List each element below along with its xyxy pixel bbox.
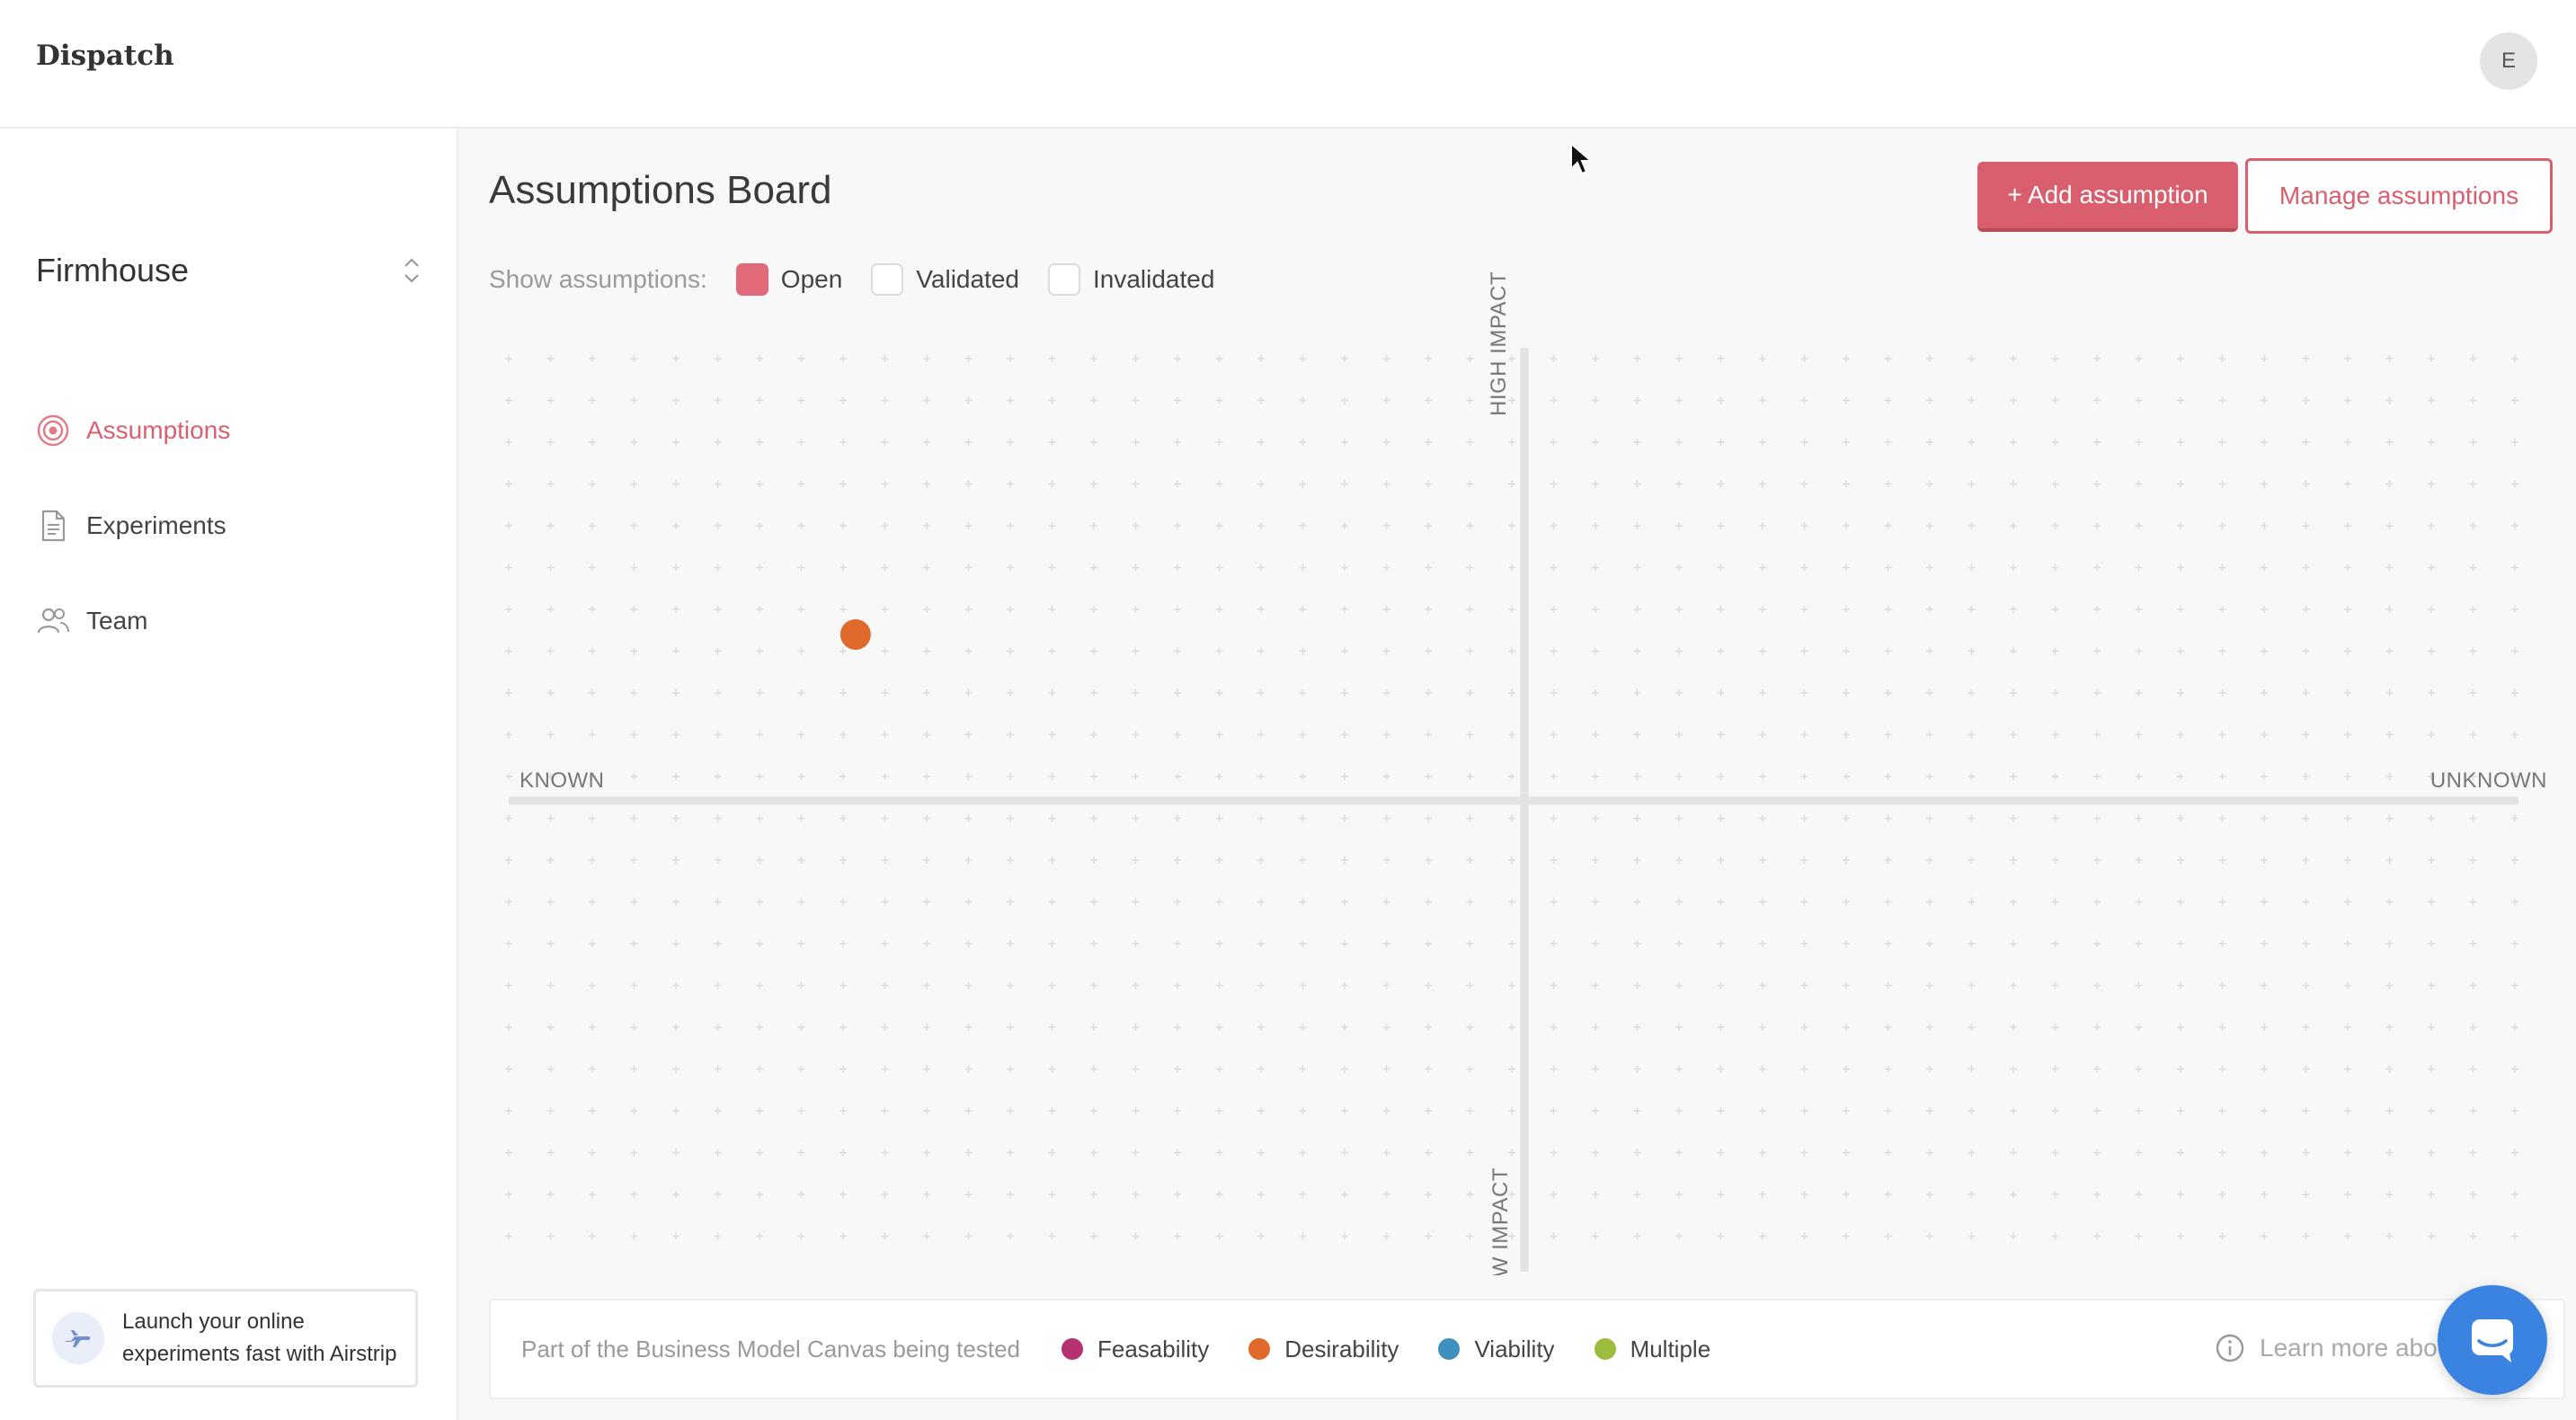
- chevron-updown-icon: [404, 258, 419, 283]
- avatar[interactable]: E: [2480, 32, 2537, 90]
- workspace-name: Firmhouse: [36, 252, 190, 288]
- low-impact-label: LOW IMPACT: [1488, 1167, 1513, 1275]
- sidebar-item-label: Assumptions: [86, 416, 231, 444]
- assumptions-board[interactable]: KNOWN UNKNOWN HIGH IMPACT LOW IMPACT: [489, 271, 2547, 1275]
- known-label: KNOWN: [520, 768, 605, 793]
- legend-desirability: Desirability: [1248, 1336, 1399, 1363]
- add-assumption-button[interactable]: + Add assumption: [1977, 162, 2238, 232]
- learn-more-text: Learn more about t: [2260, 1334, 2473, 1362]
- sidebar-item-team[interactable]: Team: [36, 573, 422, 669]
- users-icon: [37, 608, 69, 634]
- document-icon: [41, 510, 66, 542]
- filter-label: Validated: [916, 265, 1019, 293]
- legend-title: Part of the Business Model Canvas being …: [521, 1335, 1020, 1362]
- open-checkbox[interactable]: [735, 263, 768, 296]
- filter-label: Open: [780, 265, 843, 293]
- sidebar-nav: Assumptions Experiments: [36, 383, 422, 669]
- filter-validated[interactable]: Validated: [871, 263, 1019, 296]
- unknown-label: UNKNOWN: [2429, 768, 2547, 793]
- sidebar-item-experiments[interactable]: Experiments: [36, 478, 422, 573]
- info-icon: [2216, 1334, 2244, 1362]
- board-grid: [505, 348, 2518, 1272]
- legend-multiple: Multiple: [1594, 1335, 1711, 1363]
- manage-assumptions-button[interactable]: Manage assumptions: [2245, 158, 2553, 234]
- feasability-dot: [1061, 1338, 1083, 1360]
- airplane-icon: [52, 1312, 104, 1364]
- high-impact-label: HIGH IMPACT: [1487, 271, 1511, 416]
- airstrip-promo[interactable]: Launch your online experiments fast with…: [33, 1289, 418, 1388]
- promo-line-2: experiments fast with Airstrip: [122, 1342, 397, 1366]
- assumption-filters: Show assumptions: Open Validated Invalid…: [489, 260, 1243, 299]
- legend-feasability: Feasability: [1061, 1336, 1209, 1363]
- filter-invalidated[interactable]: Invalidated: [1047, 263, 1215, 296]
- workspace-switcher[interactable]: Firmhouse: [36, 244, 422, 297]
- mouse-cursor-icon: [1570, 142, 1593, 175]
- legend-label: Multiple: [1630, 1335, 1711, 1362]
- canvas-legend: Part of the Business Model Canvas being …: [489, 1299, 2565, 1399]
- desirability-dot: [1248, 1338, 1271, 1360]
- chat-icon: [2472, 1319, 2513, 1362]
- filter-open[interactable]: Open: [735, 263, 843, 296]
- sidebar-item-label: Team: [86, 607, 148, 635]
- target-icon: [37, 414, 69, 447]
- legend-label: Feasability: [1097, 1335, 1210, 1362]
- viability-dot: [1438, 1338, 1461, 1360]
- main-content: Assumptions Board + Add assumption Manag…: [458, 129, 2576, 1420]
- legend-label: Desirability: [1284, 1335, 1399, 1362]
- legend-label: Viability: [1474, 1335, 1555, 1362]
- multiple-dot: [1594, 1338, 1616, 1360]
- promo-line-1: Launch your online: [122, 1309, 305, 1334]
- sidebar: Firmhouse Assumptions: [0, 129, 458, 1420]
- sidebar-item-assumptions[interactable]: Assumptions: [36, 383, 422, 478]
- filter-label: Invalidated: [1092, 265, 1215, 293]
- chat-launcher-button[interactable]: [2438, 1285, 2547, 1395]
- sidebar-item-label: Experiments: [86, 511, 227, 539]
- brand-logo[interactable]: Dispatch: [36, 40, 174, 72]
- page-title: Assumptions Board: [489, 168, 832, 212]
- top-bar: Dispatch E: [0, 0, 2576, 129]
- invalidated-checkbox[interactable]: [1047, 263, 1080, 296]
- legend-viability: Viability: [1438, 1335, 1555, 1363]
- assumption-marker[interactable]: [839, 619, 871, 650]
- grid-plus-marks: [505, 355, 2518, 1240]
- validated-checkbox[interactable]: [871, 263, 904, 296]
- promo-text: Launch your online experiments fast with…: [122, 1306, 396, 1371]
- learn-more-link[interactable]: Learn more about t: [2215, 1333, 2473, 1363]
- filters-label: Show assumptions:: [489, 265, 707, 293]
